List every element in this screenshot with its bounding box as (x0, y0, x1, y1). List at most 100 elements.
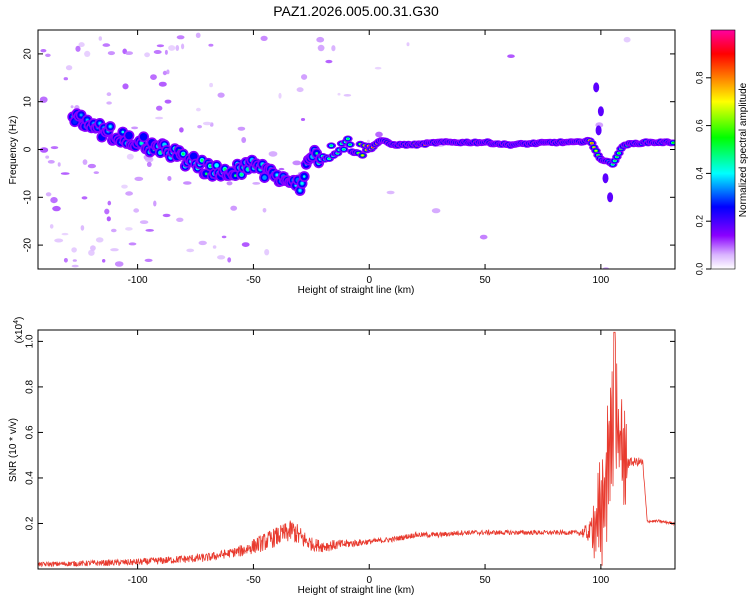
ridge-mark (300, 182, 304, 185)
colorbar-tick-label: 0.0 (694, 263, 704, 276)
noise-blob (241, 242, 250, 248)
ridge-mark (275, 173, 279, 177)
x-tick-label: 0 (366, 575, 372, 586)
noise-blob (507, 54, 515, 58)
snr-x-label: Height of straight line (km) (298, 585, 415, 596)
chart-title: PAZ1.2026.005.00.31.G30 (273, 3, 439, 19)
ridge-mark (79, 113, 83, 117)
noise-blob (125, 191, 133, 196)
noise-blob (196, 107, 201, 112)
noise-blob (268, 151, 278, 157)
ridge-mark (348, 143, 352, 146)
noise-blob (301, 74, 308, 80)
noise-blob (80, 225, 85, 231)
svg-text:(x104): (x104) (13, 317, 25, 344)
noise-blob (111, 228, 117, 233)
y-tick-label: 0.4 (25, 471, 36, 485)
noise-blob (155, 116, 164, 120)
noise-blob (146, 161, 152, 167)
noise-blob (134, 176, 144, 181)
noise-blob (121, 184, 128, 189)
noise-blob (166, 69, 170, 75)
spectrogram-y-ticks: -20 -10 0 10 20 (23, 48, 675, 252)
ridge-mark (590, 142, 594, 145)
noise-blob (278, 167, 285, 171)
ridge-mark (671, 141, 675, 144)
noise-blob (162, 213, 171, 218)
noise-blob (212, 245, 217, 249)
noise-blob (252, 182, 261, 185)
colorbar-gradient (710, 29, 736, 270)
y-tick-label: -20 (23, 237, 34, 252)
noise-blob (150, 74, 157, 80)
noise-blob (316, 36, 325, 43)
noise-blob (49, 224, 54, 229)
noise-blob (260, 35, 268, 42)
noise-blob (125, 227, 133, 231)
spectrogram-x-label: Height of straight line (km) (298, 285, 415, 296)
ridge-mark (200, 158, 204, 162)
noise-blob (623, 36, 631, 43)
noise-blob (209, 82, 214, 88)
colorbar-label: Normalized spectral amplitude (738, 82, 749, 217)
y-tick-label: -10 (23, 190, 34, 205)
ridge-mark (208, 164, 212, 168)
noise-blob (183, 181, 192, 185)
noise-blob (278, 92, 282, 99)
noise-blob (198, 240, 207, 246)
y-tick-label: 0.2 (25, 516, 36, 530)
noise-blob (153, 50, 162, 54)
noise-blob (70, 105, 74, 109)
noise-blob (374, 66, 382, 70)
noise-blob (431, 208, 441, 214)
noise-blob (84, 50, 91, 58)
noise-blob (366, 139, 370, 143)
noise-blob (57, 162, 61, 167)
noise-blob (75, 45, 81, 52)
y-tick-label: 0 (23, 146, 34, 152)
ridge-mark (189, 152, 198, 161)
snr-scale-prefix: (x10 (14, 323, 25, 343)
noise-blob (168, 45, 176, 51)
noise-blob (167, 176, 172, 181)
noise-blob (50, 197, 58, 204)
noise-blob (227, 257, 232, 263)
noise-blob (106, 101, 112, 105)
colorbar-tick-label: 0.2 (694, 215, 704, 228)
noise-blob (90, 245, 96, 251)
spectrogram-marks (39, 32, 675, 269)
noise-blob (164, 99, 172, 104)
noise-blob (197, 125, 203, 129)
snr-scale-label: (x104) (13, 317, 25, 344)
noise-blob (54, 238, 64, 243)
snr-scale-exponent: 4 (13, 320, 20, 324)
noise-blob (156, 44, 165, 48)
noise-blob (128, 242, 137, 246)
noise-blob (144, 258, 153, 262)
noise-blob (72, 259, 77, 262)
ridge-mark (223, 167, 227, 171)
x-tick-label: -50 (246, 575, 261, 586)
noise-blob (176, 35, 185, 40)
noise-blob (98, 36, 103, 41)
noise-blob (202, 121, 212, 126)
ridge-mark (240, 173, 244, 177)
noise-blob (47, 160, 55, 164)
noise-blob (158, 81, 167, 87)
ridge-mark (298, 189, 302, 192)
noise-blob (179, 127, 184, 133)
noise-blob (217, 92, 225, 98)
snr-panel: -100 -50 0 50 100 0.2 0.4 0.6 0.8 1.0 Height of … (8, 317, 676, 596)
ridge-mark (327, 157, 331, 160)
colorbar-ticks: 0.0 0.2 0.4 0.6 0.8 (694, 72, 711, 276)
noise-blob (153, 200, 157, 207)
colorbar-tick-label: 0.6 (694, 119, 704, 132)
noise-blob (221, 235, 227, 239)
noise-blob (331, 45, 336, 52)
noise-blob (230, 205, 238, 211)
ridge-mark (108, 125, 112, 128)
noise-blob (106, 92, 112, 97)
noise-blob (87, 163, 96, 169)
y-tick-label: 10 (23, 96, 34, 108)
